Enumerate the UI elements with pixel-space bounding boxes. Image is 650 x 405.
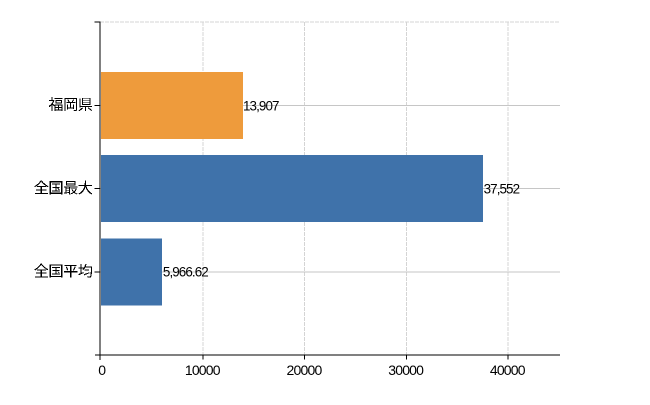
svg-text:13,907: 13,907	[243, 99, 279, 114]
svg-text:40000: 40000	[490, 362, 526, 378]
svg-text:20000: 20000	[287, 362, 323, 378]
svg-text:10000: 10000	[185, 362, 221, 378]
svg-text:5,966.62: 5,966.62	[163, 265, 208, 280]
svg-text:30000: 30000	[388, 362, 424, 378]
svg-text:37,552: 37,552	[484, 182, 520, 197]
svg-text:0: 0	[98, 362, 106, 378]
